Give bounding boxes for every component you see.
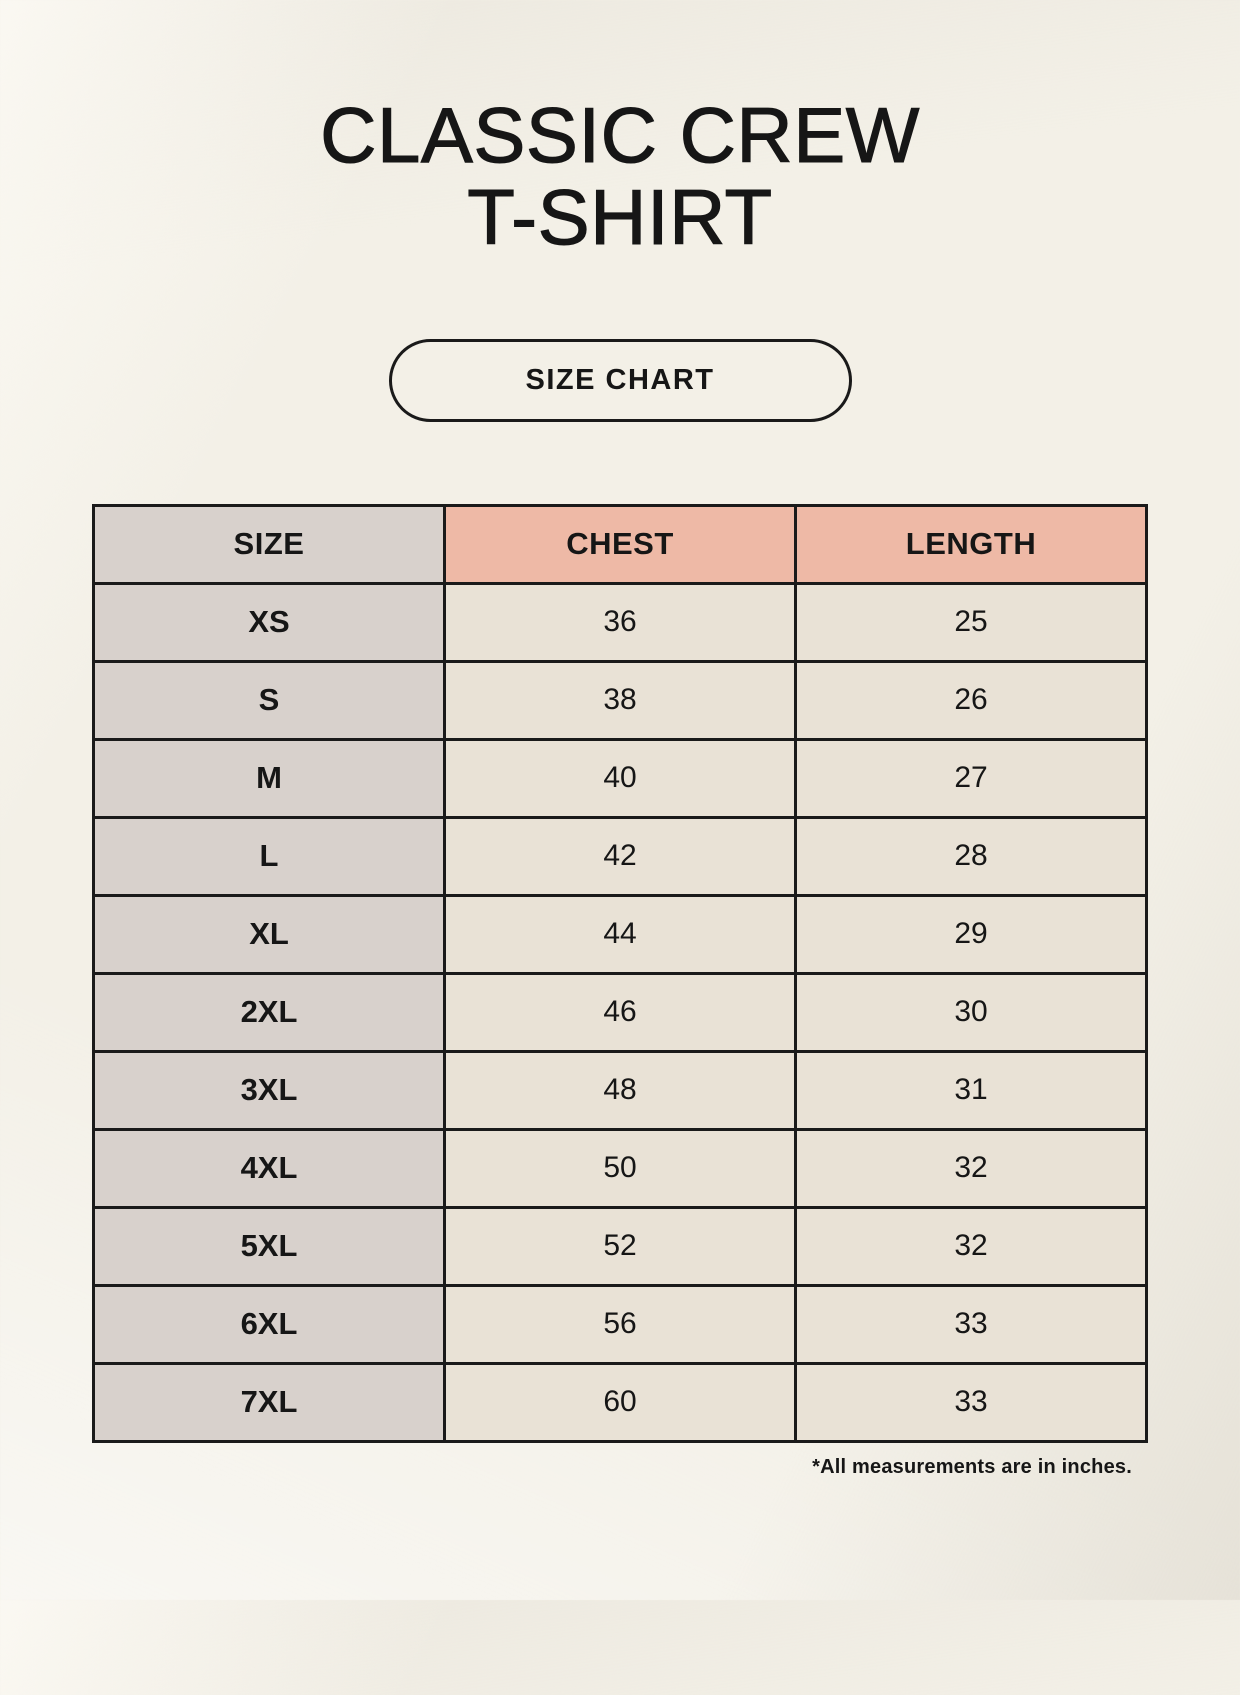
table-row: 3XL 48 31 xyxy=(92,1049,1148,1131)
length-cell: 32 xyxy=(794,1127,1148,1209)
size-cell: 4XL xyxy=(92,1127,446,1209)
length-cell: 32 xyxy=(794,1205,1148,1287)
size-cell: 7XL xyxy=(92,1361,446,1443)
size-chart-badge-label: SIZE CHART xyxy=(525,363,715,396)
table-row: 7XL 60 33 xyxy=(92,1361,1148,1443)
length-cell: 28 xyxy=(794,815,1148,897)
chest-cell: 38 xyxy=(443,659,797,741)
size-cell: M xyxy=(92,737,446,819)
size-cell: 5XL xyxy=(92,1205,446,1287)
length-cell: 27 xyxy=(794,737,1148,819)
table-row: L 42 28 xyxy=(92,815,1148,897)
column-header-chest: CHEST xyxy=(443,503,797,585)
chest-cell: 44 xyxy=(443,893,797,975)
size-cell: S xyxy=(92,659,446,741)
table-row: 2XL 46 30 xyxy=(92,971,1148,1053)
column-header-length: LENGTH xyxy=(794,503,1148,585)
length-cell: 26 xyxy=(794,659,1148,741)
chest-cell: 36 xyxy=(443,581,797,663)
chest-cell: 60 xyxy=(443,1361,797,1443)
chest-cell: 52 xyxy=(443,1205,797,1287)
measurements-footnote: *All measurements are in inches. xyxy=(812,1455,1132,1478)
table-row: M 40 27 xyxy=(92,737,1148,819)
length-cell: 25 xyxy=(794,581,1148,663)
length-cell: 29 xyxy=(794,893,1148,975)
size-cell: 2XL xyxy=(92,971,446,1053)
chest-cell: 42 xyxy=(443,815,797,897)
page-title-line-2: T-SHIRT xyxy=(467,172,773,261)
size-cell: XS xyxy=(92,581,446,663)
table-row: 4XL 50 32 xyxy=(92,1127,1148,1209)
table-row: 6XL 56 33 xyxy=(92,1283,1148,1365)
size-chart-table: SIZE CHEST LENGTH XS 36 25 S 38 26 M 40 … xyxy=(92,503,1148,1443)
table-row: S 38 26 xyxy=(92,659,1148,741)
length-cell: 31 xyxy=(794,1049,1148,1131)
page-title: CLASSIC CREW T-SHIRT xyxy=(0,91,1240,261)
size-chart-badge[interactable]: SIZE CHART xyxy=(388,338,852,422)
table-row: 5XL 52 32 xyxy=(92,1205,1148,1287)
table-row: XL 44 29 xyxy=(92,893,1148,975)
size-cell: XL xyxy=(92,893,446,975)
table-row: XS 36 25 xyxy=(92,581,1148,663)
chest-cell: 46 xyxy=(443,971,797,1053)
length-cell: 30 xyxy=(794,971,1148,1053)
column-header-size: SIZE xyxy=(92,503,446,585)
length-cell: 33 xyxy=(794,1361,1148,1443)
size-cell: 3XL xyxy=(92,1049,446,1131)
page-title-line-1: CLASSIC CREW xyxy=(320,91,920,179)
chest-cell: 40 xyxy=(443,737,797,819)
chest-cell: 48 xyxy=(443,1049,797,1131)
size-cell: 6XL xyxy=(92,1283,446,1365)
size-cell: L xyxy=(92,815,446,897)
length-cell: 33 xyxy=(794,1283,1148,1365)
chest-cell: 50 xyxy=(443,1127,797,1209)
chest-cell: 56 xyxy=(443,1283,797,1365)
table-header-row: SIZE CHEST LENGTH xyxy=(92,503,1148,585)
